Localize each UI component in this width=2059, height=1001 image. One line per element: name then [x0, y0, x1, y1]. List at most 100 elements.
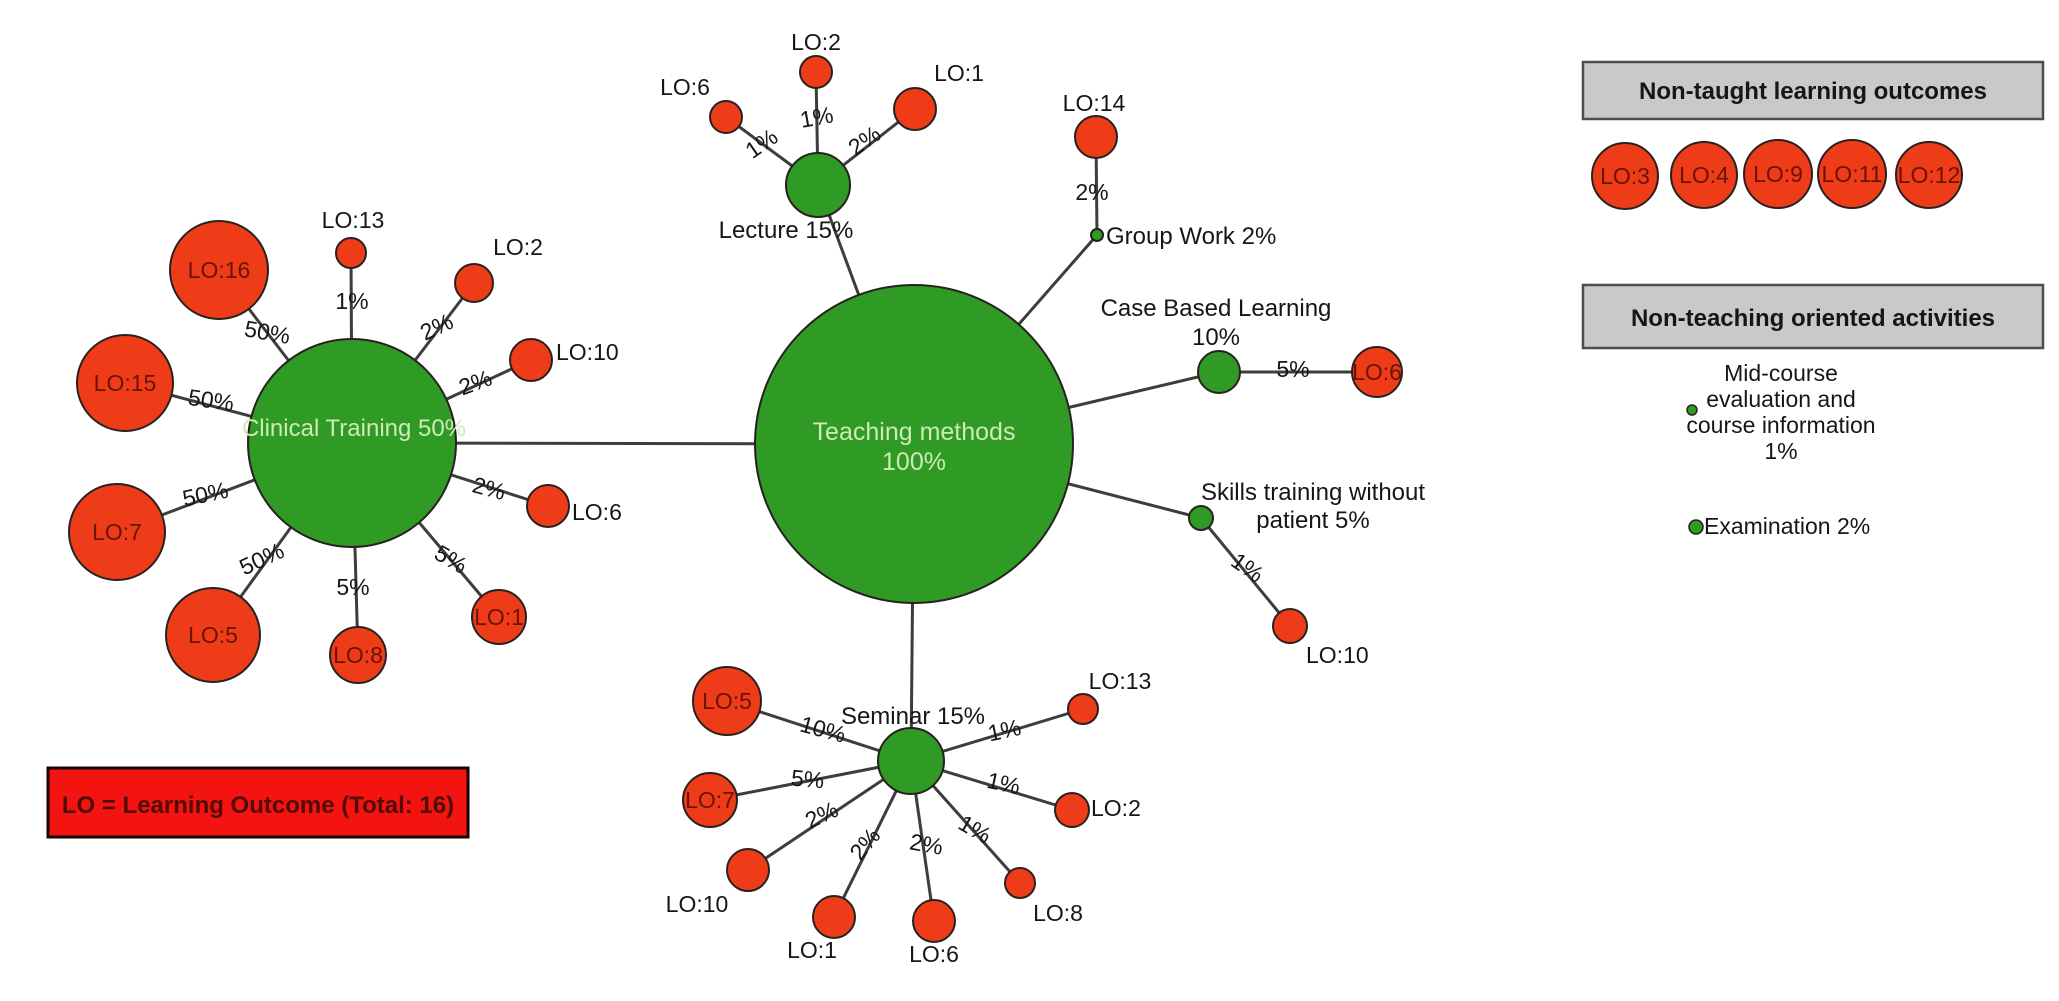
lo-label-seminar-lo-7: LO:7: [685, 787, 735, 813]
edge-pct-label-seminar-lo-1: 2%: [844, 823, 885, 865]
edge-pct-label-lecture-lo-2: 1%: [798, 101, 835, 132]
lo-label-seminar-lo-1: LO:1: [787, 937, 837, 963]
node-lecture: [785, 152, 851, 218]
edge-pct-label-clinical-training-lo-15: 50%: [187, 384, 236, 416]
panel-non-taught-outcomes-header: [1581, 60, 2045, 121]
node-teaching-methods-label: Teaching methods: [813, 418, 1016, 446]
edge-seminar-lo-7: [709, 759, 912, 802]
lo-label-seminar-lo-8: LO:8: [1033, 900, 1083, 926]
lo-node-lecture-lo-2: [799, 55, 833, 89]
lo-label-lecture-lo-1: LO:1: [934, 60, 984, 86]
node-skills-training-without-patient-label: patient 5%: [1256, 507, 1369, 534]
lo-label-seminar-lo-6: LO:6: [909, 941, 959, 967]
activity-label-mid-course-evaluation: evaluation and: [1706, 386, 1856, 412]
lo-label-seminar-lo-2: LO:2: [1091, 795, 1141, 821]
lo-label-non-taught-lo-9: LO:9: [1753, 161, 1803, 187]
lo-node-seminar-lo-5: [692, 666, 762, 736]
lo-node-clinical-training-lo-6: [526, 484, 570, 528]
edge-pct-label-clinical-training-lo-16: 50%: [242, 315, 292, 349]
lo-node-clinical-training-lo-5: [165, 587, 261, 683]
node-teaching-methods-label: 100%: [882, 448, 946, 476]
edge-pct-label-clinical-training-lo-6: 2%: [470, 471, 509, 505]
node-group-work: [1090, 228, 1104, 242]
node-clinical-training-label: Clinical Training 50%: [242, 415, 466, 442]
activity-label-mid-course-evaluation: course information: [1686, 412, 1875, 438]
lo-node-non-taught-lo-3: [1591, 142, 1659, 210]
lo-node-lecture-lo-6: [709, 100, 743, 134]
panel-non-teaching-activities-title: Non-teaching oriented activities: [1631, 305, 1995, 332]
edge-pct-label-group-work-lo-14: 2%: [1075, 179, 1108, 205]
lo-node-seminar-lo-1: [812, 895, 856, 939]
lo-label-clinical-training-lo-16: LO:16: [188, 257, 251, 283]
lo-label-seminar-lo-13: LO:13: [1089, 668, 1152, 694]
node-clinical-training: [247, 338, 457, 548]
edge-pct-label-clinical-training-lo-8: 5%: [336, 574, 369, 600]
lo-node-seminar-lo-7: [682, 772, 738, 828]
node-group-work-label: Group Work 2%: [1106, 223, 1276, 250]
activity-dot-mid-course-evaluation: [1686, 404, 1698, 416]
edge-pct-label-clinical-training-lo-7: 50%: [180, 477, 230, 512]
edge-pct-label-clinical-training-lo-10: 2%: [455, 365, 495, 401]
edge-pct-label-skills-training-without-patient-lo-10: 1%: [1227, 547, 1269, 587]
panel-non-taught-outcomes-title: Non-taught learning outcomes: [1639, 78, 1987, 105]
lo-node-clinical-training-lo-2: [454, 263, 494, 303]
lo-label-clinical-training-lo-8: LO:8: [333, 642, 383, 668]
legend-box: [46, 766, 470, 839]
activity-label-examination: Examination 2%: [1704, 513, 1870, 539]
lo-node-clinical-training-lo-1: [471, 589, 527, 645]
activity-label-mid-course-evaluation: 1%: [1764, 438, 1797, 464]
lo-label-clinical-training-lo-10: LO:10: [556, 339, 619, 365]
lo-label-lecture-lo-6: LO:6: [660, 74, 710, 100]
lo-node-clinical-training-lo-8: [329, 626, 387, 684]
lo-node-clinical-training-lo-16: [169, 220, 269, 320]
lo-node-clinical-training-lo-10: [509, 338, 553, 382]
lo-label-skills-training-without-patient-lo-10: LO:10: [1306, 642, 1369, 668]
lo-label-non-taught-lo-12: LO:12: [1898, 162, 1961, 188]
node-seminar: [877, 727, 945, 795]
lo-node-seminar-lo-8: [1004, 867, 1036, 899]
lo-node-seminar-lo-6: [912, 899, 956, 943]
node-seminar-label: Seminar 15%: [841, 703, 985, 730]
lo-label-non-taught-lo-11: LO:11: [1822, 161, 1883, 187]
edge-pct-label-clinical-training-lo-13: 1%: [335, 288, 368, 314]
edge-pct-label-lecture-lo-6: 1%: [740, 123, 782, 163]
lo-node-group-work-lo-14: [1074, 115, 1118, 159]
node-teaching-methods: [754, 284, 1074, 604]
lo-node-seminar-lo-10: [726, 848, 770, 892]
lo-label-seminar-lo-10: LO:10: [666, 891, 729, 917]
edge-pct-label-seminar-lo-6: 2%: [908, 828, 945, 859]
node-skills-training-without-patient: [1188, 505, 1214, 531]
lo-label-clinical-training-lo-2: LO:2: [493, 234, 543, 260]
edge-skills-training-without-patient-lo-10: [1199, 517, 1292, 627]
lo-label-clinical-training-lo-5: LO:5: [188, 622, 238, 648]
node-skills-training-without-patient-label: Skills training without: [1201, 479, 1425, 506]
node-case-based-learning-label: Case Based Learning: [1101, 295, 1332, 322]
lo-node-non-taught-lo-4: [1670, 141, 1738, 209]
lo-node-non-taught-lo-9: [1743, 139, 1813, 209]
lo-node-seminar-lo-13: [1067, 693, 1099, 725]
node-case-based-learning: [1197, 350, 1241, 394]
panel-non-teaching-activities-header: [1581, 283, 2045, 350]
lo-label-clinical-training-lo-6: LO:6: [572, 499, 622, 525]
edge-pct-label-seminar-lo-7: 5%: [790, 765, 825, 794]
edge-pct-label-seminar-lo-13: 1%: [985, 714, 1023, 746]
lo-label-clinical-training-lo-1: LO:1: [474, 604, 524, 630]
edge-pct-label-seminar-lo-10: 2%: [801, 796, 842, 834]
node-case-based-learning-label: 10%: [1192, 324, 1240, 351]
edge-pct-label-lecture-lo-1: 2%: [843, 120, 885, 160]
lo-node-seminar-lo-2: [1054, 792, 1090, 828]
lo-label-clinical-training-lo-7: LO:7: [92, 519, 142, 545]
lo-node-non-taught-lo-11: [1817, 139, 1887, 209]
activity-label-mid-course-evaluation: Mid-course: [1724, 360, 1838, 386]
lo-label-case-based-learning-lo-6: LO:6: [1352, 359, 1402, 385]
lo-node-non-taught-lo-12: [1895, 141, 1963, 209]
lo-node-skills-training-without-patient-lo-10: [1272, 608, 1308, 644]
lo-label-seminar-lo-5: LO:5: [702, 688, 752, 714]
edge-pct-label-clinical-training-lo-1: 5%: [430, 540, 472, 579]
edge-pct-label-case-based-learning-lo-6: 5%: [1276, 356, 1309, 382]
lo-node-clinical-training-lo-15: [76, 334, 174, 432]
node-lecture-label: Lecture 15%: [719, 217, 854, 244]
lo-node-clinical-training-lo-13: [335, 237, 367, 269]
